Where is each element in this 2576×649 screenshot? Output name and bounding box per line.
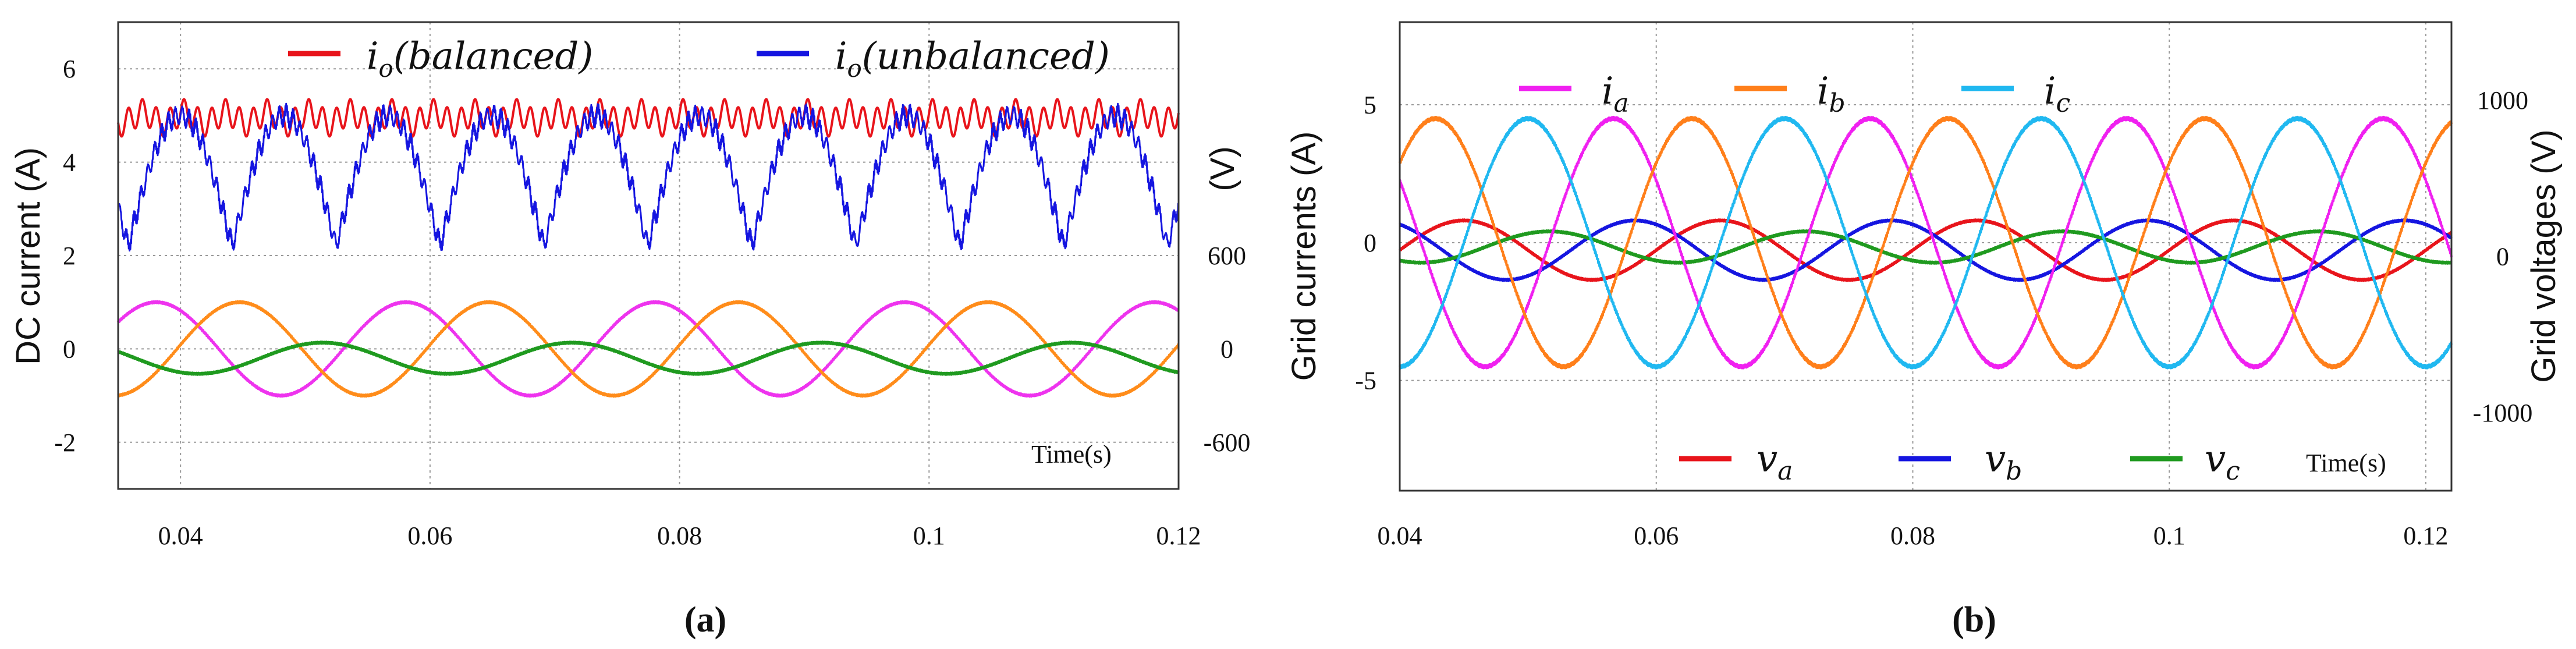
plot-frame-a [117,21,1180,490]
y-tick-label-right: 600 [1208,242,1246,270]
y-tick-label-left: 6 [63,55,76,83]
series-va-line [1399,218,2453,282]
series-ib-line [1399,116,2453,370]
grid-a [118,22,1179,489]
legend-b: ia ib ic va vb vc [1519,70,2240,486]
y-tick-label-right: 1000 [2477,86,2528,115]
legend-entry-io-unbalanced: io(unbalanced) [757,35,1110,83]
series-vc-line [1399,229,2453,265]
y-ticks-left-a: 6 4 2 0 -2 [54,55,76,457]
legend-a: io(balanced) io(unbalanced) [288,35,1110,83]
y-tick-label-right: -600 [1204,428,1251,457]
legend-label-ic: ic [2044,70,2070,118]
y-ticks-left-b: 5 0 -5 [1355,91,1376,395]
y-tick-label-left: 2 [63,242,76,270]
legend-label-ia: ia [1602,70,1629,118]
x-tick-label: 0.12 [1156,522,1201,550]
legend-entry-ia: ia [1519,70,1629,118]
y-tick-label-right: 0 [1220,335,1233,363]
y-label-right-b: Grid voltages (V) [2525,129,2563,382]
legend-entry-io-balanced: io(balanced) [288,35,593,83]
x-tick-label: 0.04 [1378,522,1422,550]
x-tick-label: 0.08 [657,522,702,550]
time-note-a: Time(s) [1031,440,1112,469]
panel-a: 6 4 2 0 -2 600 0 -600 0.04 0.06 0.08 0.1 0.12 DC c… [9,21,1251,640]
legend-entry-vc: vc [2130,438,2240,486]
x-tick-label: 0.1 [913,522,945,550]
y-tick-label-left: -5 [1355,367,1376,395]
y-tick-label-left: 0 [63,335,76,363]
legend-entry-ib: ib [1734,70,1846,118]
y-tick-label-left: 4 [63,148,76,177]
caption-a: (a) [684,600,726,640]
y-label-left-b: Grid currents (A) [1285,132,1323,381]
x-tick-label: 0.06 [407,522,452,550]
series-ic-line [1399,115,2453,370]
legend-label-va: va [1757,438,1793,486]
y-tick-label-left: -2 [54,428,76,457]
legend-entry-ic: ic [1961,70,2070,118]
x-tick-label: 0.08 [1890,522,1935,550]
x-ticks-b: 0.04 0.06 0.08 0.1 0.12 [1378,522,2449,550]
plot-frame-b [1399,21,2453,492]
legend-label-vb: vb [1985,438,2022,486]
series-vb-line [1399,218,2453,282]
y-tick-label-left: 5 [1364,91,1376,119]
curves-a [117,98,1180,398]
y-tick-label-right: -1000 [2473,399,2533,427]
legend-label-io-balanced: io(balanced) [367,35,593,83]
legend-label-vc: vc [2205,438,2240,486]
legend-label-io-unbalanced: io(unbalanced) [835,35,1110,83]
y-label-right-a: (V) [1204,146,1241,191]
time-note-b: Time(s) [2306,449,2386,477]
y-tick-label-left: 0 [1364,229,1376,257]
x-tick-label: 0.06 [1634,522,1679,550]
panel-b: 5 0 -5 1000 0 -1000 0.04 0.06 0.08 0.1 0.12 Grid… [1285,21,2563,640]
y-ticks-right-b: 1000 0 -1000 [2473,86,2533,427]
series-ia-line [1399,115,2453,370]
series-io-unbalanced-line [117,102,1180,252]
legend-entry-va: va [1679,438,1793,486]
y-label-left-a: DC current (A) [9,147,47,365]
series-io-balanced-line [117,98,1180,138]
series-vb-line [117,300,1180,398]
legend-label-ib: ib [1817,70,1846,118]
x-tick-label: 0.12 [2403,522,2448,550]
x-tick-label: 0.04 [158,522,203,550]
grid-b [1400,22,2451,491]
curves-b [1399,115,2453,370]
x-tick-label: 0.1 [2153,522,2185,550]
series-vc-line [117,341,1180,376]
caption-b: (b) [1952,600,1996,640]
x-ticks-a: 0.04 0.06 0.08 0.1 0.12 [158,522,1201,550]
series-va-line [117,300,1180,398]
y-ticks-right-a: 600 0 -600 [1204,242,1251,457]
y-tick-label-right: 0 [2496,243,2509,271]
legend-entry-vb: vb [1899,438,2022,486]
